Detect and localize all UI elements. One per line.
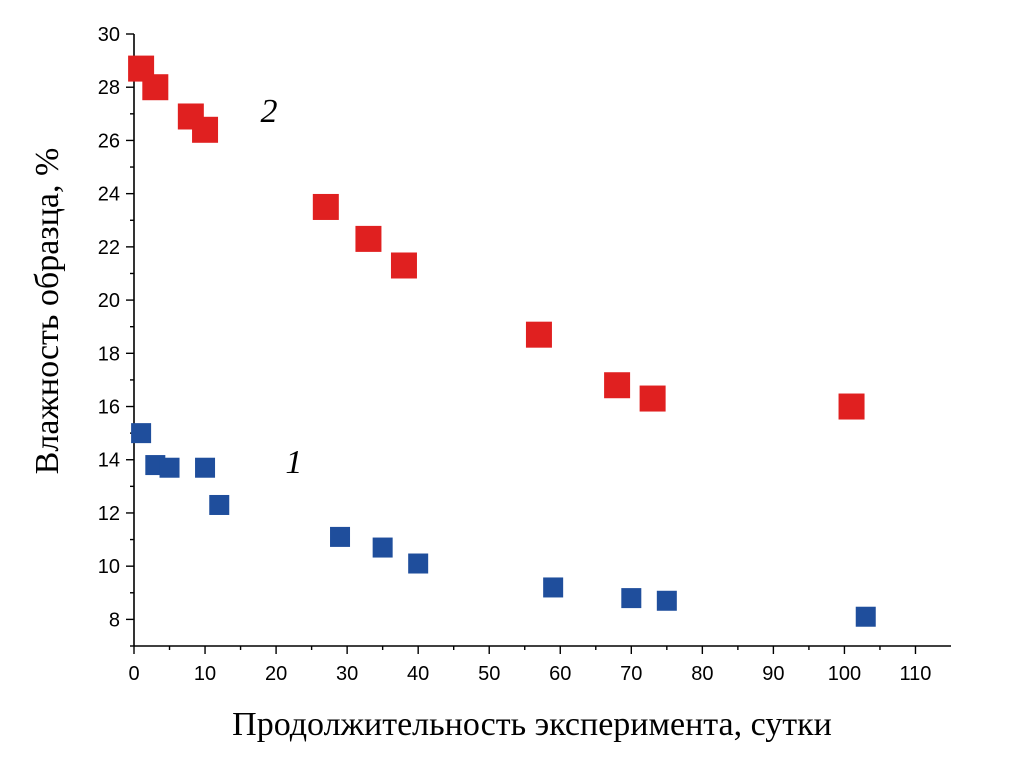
x-tick-label: 110 <box>900 663 932 685</box>
data-point-series-2 <box>639 385 666 412</box>
y-tick-label: 14 <box>98 450 120 472</box>
data-point-series-1 <box>656 590 677 611</box>
series-labels: 21 <box>260 93 302 481</box>
data-point-series-1 <box>209 494 230 515</box>
x-tick-label: 90 <box>762 663 784 685</box>
data-point-series-2 <box>390 252 417 279</box>
x-axis-title: Продолжительность эксперимента, сутки <box>232 706 832 743</box>
data-point-series-1 <box>372 537 393 558</box>
data-point-series-2 <box>355 225 382 252</box>
data-point-series-2 <box>604 372 631 399</box>
x-tick-label: 50 <box>478 663 500 685</box>
y-tick-label: 24 <box>98 184 120 206</box>
y-tick-label: 30 <box>98 24 120 46</box>
data-point-series-1 <box>330 526 351 547</box>
x-tick-label: 80 <box>691 663 713 685</box>
data-point-series-2 <box>838 393 865 420</box>
axes <box>133 34 951 647</box>
y-tick-label: 22 <box>98 237 120 259</box>
data-point-series-2 <box>525 321 552 348</box>
data-point-series-1 <box>621 588 642 609</box>
data-point-series-2 <box>192 116 219 143</box>
y-tick-label: 18 <box>98 343 120 365</box>
x-tick-label: 10 <box>194 663 216 685</box>
x-tick-label: 70 <box>620 663 642 685</box>
y-tick-label: 12 <box>98 503 120 525</box>
y-tick-label: 8 <box>109 609 120 631</box>
x-tick-label: 60 <box>549 663 571 685</box>
series-label-2: 2 <box>260 93 277 130</box>
y-tick-label: 10 <box>98 556 120 578</box>
x-tick-label: 100 <box>828 663 861 685</box>
y-axis-title: Влажность образца, % <box>29 148 66 475</box>
x-tick-label: 30 <box>336 663 358 685</box>
data-point-series-2 <box>312 193 339 220</box>
x-tick-label: 0 <box>128 663 139 685</box>
data-point-series-1 <box>408 553 429 574</box>
series-label-1: 1 <box>285 444 302 481</box>
y-tick-label: 16 <box>98 397 120 419</box>
y-tick-label: 20 <box>98 290 120 312</box>
data-point-series-1 <box>543 577 564 598</box>
y-tick-label: 26 <box>98 130 120 152</box>
data-point-series-1 <box>159 457 180 478</box>
data-point-series-1 <box>855 606 876 627</box>
data-points <box>128 55 876 627</box>
data-point-series-1 <box>195 457 216 478</box>
x-tick-label: 20 <box>265 663 287 685</box>
data-point-series-1 <box>131 423 152 444</box>
y-tick-label: 28 <box>98 77 120 99</box>
data-point-series-2 <box>142 74 169 101</box>
x-tick-label: 40 <box>407 663 429 685</box>
ticks: 0 10 20 30 40 50 60 70 80 90 100 110810121416182022… <box>98 24 932 685</box>
